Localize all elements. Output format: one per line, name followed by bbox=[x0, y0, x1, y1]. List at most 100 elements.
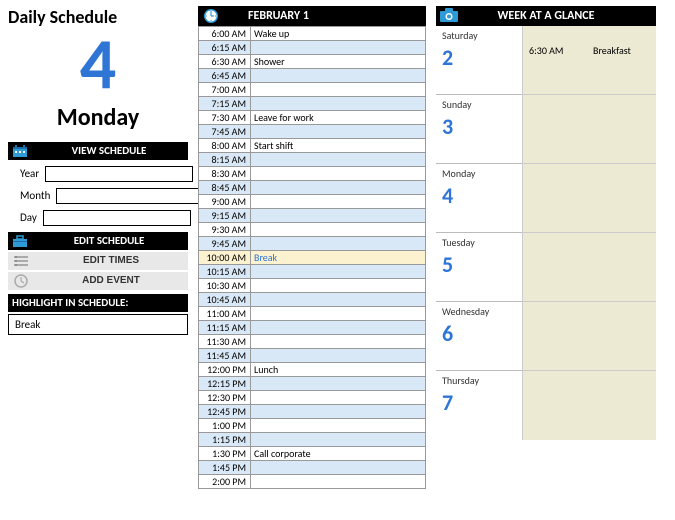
week-day[interactable]: Tuesday5 bbox=[436, 233, 522, 302]
schedule-row[interactable]: 7:15 AM bbox=[199, 97, 426, 111]
event-cell[interactable]: Start shift bbox=[251, 139, 426, 153]
week-event-row[interactable]: 6:30 AMBreakfast bbox=[523, 26, 656, 95]
schedule-row[interactable]: 12:00 PMLunch bbox=[199, 363, 426, 377]
schedule-row[interactable]: 1:30 PMCall corporate bbox=[199, 447, 426, 461]
year-input[interactable] bbox=[45, 166, 193, 182]
event-cell[interactable] bbox=[251, 279, 426, 293]
event-cell[interactable]: Lunch bbox=[251, 363, 426, 377]
event-cell[interactable]: Shower bbox=[251, 55, 426, 69]
time-cell: 8:30 AM bbox=[199, 167, 251, 181]
schedule-row[interactable]: 6:00 AMWake up bbox=[199, 27, 426, 41]
schedule-row[interactable]: 10:15 AM bbox=[199, 265, 426, 279]
event-cell[interactable]: Leave for work bbox=[251, 111, 426, 125]
time-cell: 2:00 PM bbox=[199, 475, 251, 489]
schedule-row[interactable]: 6:15 AM bbox=[199, 41, 426, 55]
schedule-row[interactable]: 1:00 PM bbox=[199, 419, 426, 433]
week-day[interactable]: Thursday7 bbox=[436, 371, 522, 440]
event-cell[interactable] bbox=[251, 419, 426, 433]
event-cell[interactable] bbox=[251, 223, 426, 237]
event-cell[interactable] bbox=[251, 307, 426, 321]
schedule-row[interactable]: 10:00 AMBreak bbox=[199, 251, 426, 265]
highlight-value[interactable]: Break bbox=[8, 314, 188, 335]
event-cell[interactable] bbox=[251, 83, 426, 97]
event-cell[interactable] bbox=[251, 293, 426, 307]
event-cell[interactable] bbox=[251, 335, 426, 349]
schedule-row[interactable]: 12:15 PM bbox=[199, 377, 426, 391]
event-cell[interactable] bbox=[251, 237, 426, 251]
schedule-row[interactable]: 7:30 AMLeave for work bbox=[199, 111, 426, 125]
week-day-number: 5 bbox=[442, 251, 516, 278]
day-input[interactable] bbox=[43, 210, 191, 226]
event-cell[interactable] bbox=[251, 391, 426, 405]
schedule-row[interactable]: 8:00 AMStart shift bbox=[199, 139, 426, 153]
week-day[interactable]: Wednesday6 bbox=[436, 302, 522, 371]
event-cell[interactable] bbox=[251, 265, 426, 279]
highlight-label: HIGHLIGHT IN SCHEDULE: bbox=[12, 296, 184, 309]
schedule-row[interactable]: 9:00 AM bbox=[199, 195, 426, 209]
view-schedule-label: VIEW SCHEDULE bbox=[34, 144, 184, 157]
schedule-row[interactable]: 9:30 AM bbox=[199, 223, 426, 237]
time-cell: 12:30 PM bbox=[199, 391, 251, 405]
schedule-row[interactable]: 11:00 AM bbox=[199, 307, 426, 321]
schedule-row[interactable]: 6:45 AM bbox=[199, 69, 426, 83]
event-cell[interactable] bbox=[251, 195, 426, 209]
week-event-row[interactable] bbox=[523, 164, 656, 233]
event-cell[interactable] bbox=[251, 433, 426, 447]
schedule-row[interactable]: 7:45 AM bbox=[199, 125, 426, 139]
event-cell[interactable] bbox=[251, 181, 426, 195]
schedule-header: FEBRUARY 1 bbox=[198, 6, 426, 26]
schedule-row[interactable]: 10:45 AM bbox=[199, 293, 426, 307]
button-label: ADD EVENT bbox=[34, 275, 188, 286]
schedule-row[interactable]: 2:00 PM bbox=[199, 475, 426, 489]
week-event-row[interactable] bbox=[523, 302, 656, 371]
event-cell[interactable] bbox=[251, 377, 426, 391]
event-cell[interactable] bbox=[251, 405, 426, 419]
schedule-row[interactable]: 10:30 AM bbox=[199, 279, 426, 293]
event-cell[interactable] bbox=[251, 97, 426, 111]
event-cell[interactable] bbox=[251, 321, 426, 335]
schedule-row[interactable]: 12:45 PM bbox=[199, 405, 426, 419]
week-event-row[interactable] bbox=[523, 371, 656, 440]
schedule-row[interactable]: 9:45 AM bbox=[199, 237, 426, 251]
event-cell[interactable] bbox=[251, 475, 426, 489]
event-cell[interactable]: Break bbox=[251, 251, 426, 265]
button-label: EDIT TIMES bbox=[34, 255, 188, 266]
event-cell[interactable] bbox=[251, 209, 426, 223]
schedule-row[interactable]: 1:45 PM bbox=[199, 461, 426, 475]
day-name: Monday bbox=[8, 103, 188, 132]
add-event-button[interactable]: ADD EVENT bbox=[8, 272, 188, 290]
field-label: Day bbox=[20, 211, 37, 224]
week-day-number: 4 bbox=[442, 182, 516, 209]
week-header-label: WEEK AT A GLANCE bbox=[498, 9, 595, 23]
week-day[interactable]: Saturday2 bbox=[436, 26, 522, 95]
week-event-row[interactable] bbox=[523, 233, 656, 302]
event-cell[interactable]: Call corporate bbox=[251, 447, 426, 461]
time-cell: 1:30 PM bbox=[199, 447, 251, 461]
event-cell[interactable] bbox=[251, 125, 426, 139]
schedule-row[interactable]: 8:30 AM bbox=[199, 167, 426, 181]
week-event-row[interactable] bbox=[523, 95, 656, 164]
week-day[interactable]: Monday 4 bbox=[436, 164, 522, 233]
schedule-row[interactable]: 8:15 AM bbox=[199, 153, 426, 167]
event-cell[interactable] bbox=[251, 461, 426, 475]
schedule-row[interactable]: 12:30 PM bbox=[199, 391, 426, 405]
week-day-name: Monday bbox=[442, 167, 516, 180]
event-cell[interactable] bbox=[251, 167, 426, 181]
edit-times-button[interactable]: EDIT TIMES bbox=[8, 252, 188, 270]
week-day[interactable]: Sunday3 bbox=[436, 95, 522, 164]
event-cell[interactable]: Wake up bbox=[251, 27, 426, 41]
toolbox-icon bbox=[12, 234, 28, 248]
schedule-row[interactable]: 7:00 AM bbox=[199, 83, 426, 97]
schedule-row[interactable]: 11:45 AM bbox=[199, 349, 426, 363]
schedule-row[interactable]: 11:15 AM bbox=[199, 321, 426, 335]
schedule-row[interactable]: 6:30 AMShower bbox=[199, 55, 426, 69]
schedule-row[interactable]: 11:30 AM bbox=[199, 335, 426, 349]
schedule-row[interactable]: 8:45 AM bbox=[199, 181, 426, 195]
event-cell[interactable] bbox=[251, 153, 426, 167]
event-cell[interactable] bbox=[251, 69, 426, 83]
schedule-row[interactable]: 9:15 AM bbox=[199, 209, 426, 223]
schedule-row[interactable]: 1:15 PM bbox=[199, 433, 426, 447]
event-cell[interactable] bbox=[251, 41, 426, 55]
event-cell[interactable] bbox=[251, 349, 426, 363]
month-input[interactable] bbox=[56, 188, 204, 204]
